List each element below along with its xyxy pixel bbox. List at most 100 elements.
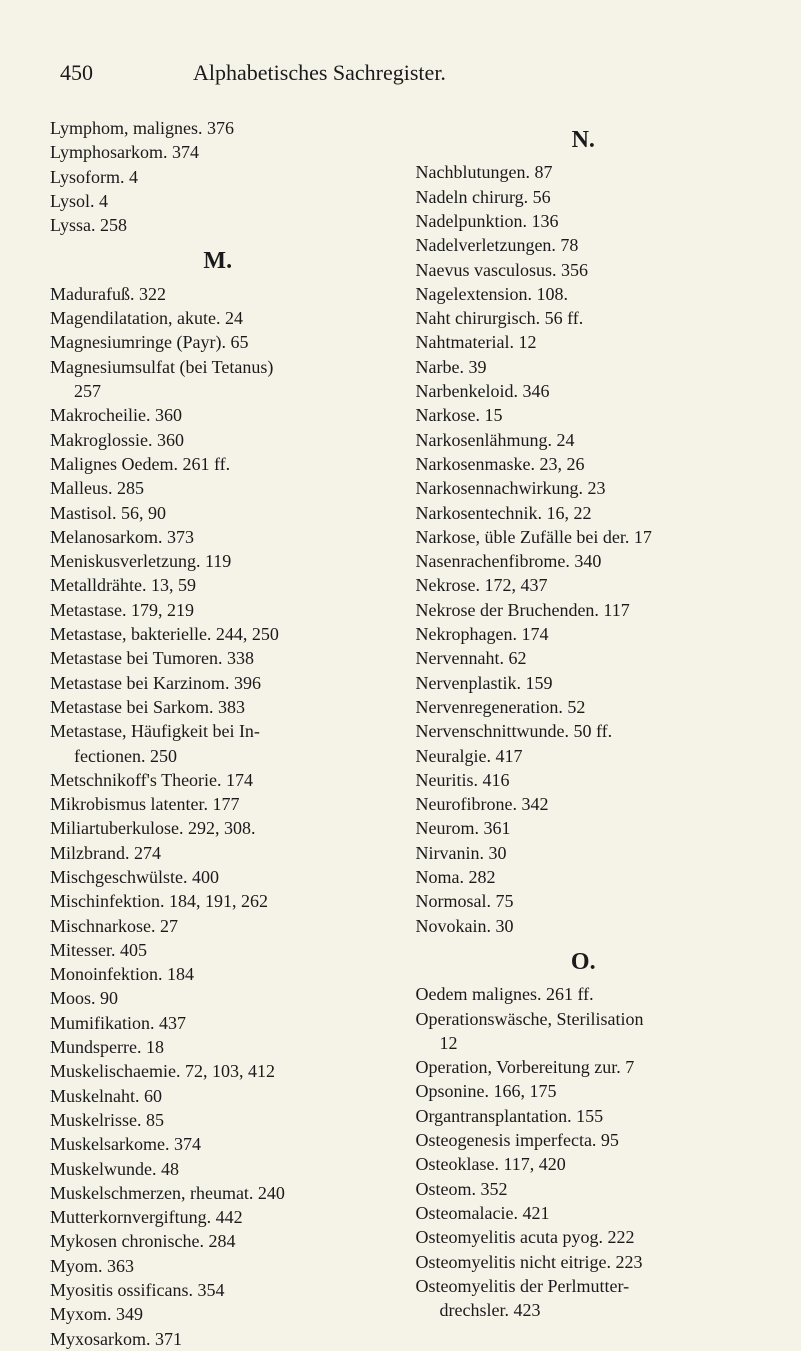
index-entry: Lysoform. 4 <box>50 165 386 189</box>
index-entry: Metastase bei Tumoren. 338 <box>50 646 386 670</box>
index-entry: Nadelverletzungen. 78 <box>416 233 752 257</box>
index-entry: Narbe. 39 <box>416 355 752 379</box>
index-entry: Neurom. 361 <box>416 816 752 840</box>
page-number: 450 <box>60 60 93 86</box>
index-entry: Mykosen chronische. 284 <box>50 1229 386 1253</box>
index-entry: Myom. 363 <box>50 1254 386 1278</box>
index-entry: Nervenregeneration. 52 <box>416 695 752 719</box>
index-entry: Myositis ossificans. 354 <box>50 1278 386 1302</box>
index-entry: Milzbrand. 274 <box>50 841 386 865</box>
index-entry: Lymphosarkom. 374 <box>50 140 386 164</box>
index-entry: Mitesser. 405 <box>50 938 386 962</box>
index-entry: Metschnikoff's Theorie. 174 <box>50 768 386 792</box>
index-entry: Mundsperre. 18 <box>50 1035 386 1059</box>
index-entry: drechsler. 423 <box>416 1298 752 1322</box>
index-entry: Nervenschnittwunde. 50 ff. <box>416 719 752 743</box>
index-entry: Osteomyelitis acuta pyog. 222 <box>416 1225 752 1249</box>
index-entry: Narkosennachwirkung. 23 <box>416 476 752 500</box>
index-entry: Narkose. 15 <box>416 403 752 427</box>
index-entry: Nahtmaterial. 12 <box>416 330 752 354</box>
page-header: 450 Alphabetisches Sachregister. <box>50 60 751 86</box>
right-column: N. Nachblutungen. 87Nadeln chirurg. 56Na… <box>416 116 752 1351</box>
index-entry: Nasenrachenfibrome. 340 <box>416 549 752 573</box>
index-entry: Makrocheilie. 360 <box>50 403 386 427</box>
index-entry: Metastase, Häufigkeit bei In- <box>50 719 386 743</box>
index-entry: Nadeln chirurg. 56 <box>416 185 752 209</box>
index-entry: Novokain. 30 <box>416 914 752 938</box>
index-entry: Muskelwunde. 48 <box>50 1157 386 1181</box>
index-entry: Melanosarkom. 373 <box>50 525 386 549</box>
index-entry: Muskelschmerzen, rheumat. 240 <box>50 1181 386 1205</box>
index-entry: Naevus vasculosus. 356 <box>416 258 752 282</box>
index-entry: Magnesiumsulfat (bei Tetanus) <box>50 355 386 379</box>
index-entry: Nervennaht. 62 <box>416 646 752 670</box>
index-entry: Narkosenlähmung. 24 <box>416 428 752 452</box>
index-entry: Osteogenesis imperfecta. 95 <box>416 1128 752 1152</box>
index-entry: Mischinfektion. 184, 191, 262 <box>50 889 386 913</box>
index-entry: Moos. 90 <box>50 986 386 1010</box>
index-entry: Mumifikation. 437 <box>50 1011 386 1035</box>
index-entry: Nirvanin. 30 <box>416 841 752 865</box>
index-columns: Lymphom, malignes. 376Lymphosarkom. 374L… <box>50 116 751 1351</box>
index-entry: Lymphom, malignes. 376 <box>50 116 386 140</box>
index-entry: Madurafuß. 322 <box>50 282 386 306</box>
index-entry: Muskelsarkome. 374 <box>50 1132 386 1156</box>
index-entry: Nagelextension. 108. <box>416 282 752 306</box>
index-entry: Narkosenmaske. 23, 26 <box>416 452 752 476</box>
index-entry: Osteomyelitis nicht eitrige. 223 <box>416 1250 752 1274</box>
index-entry: Mischgeschwülste. 400 <box>50 865 386 889</box>
index-entry: Operation, Vorbereitung zur. 7 <box>416 1055 752 1079</box>
index-entry: fectionen. 250 <box>50 744 386 768</box>
index-entry: Metastase, bakterielle. 244, 250 <box>50 622 386 646</box>
section-header-m: M. <box>50 245 386 277</box>
index-entry: Mischnarkose. 27 <box>50 914 386 938</box>
index-entry: Muskelnaht. 60 <box>50 1084 386 1108</box>
index-entry: Nekrose. 172, 437 <box>416 573 752 597</box>
index-entry: Narkosentechnik. 16, 22 <box>416 501 752 525</box>
index-entry: Mikrobismus latenter. 177 <box>50 792 386 816</box>
index-entry: Osteomyelitis der Perlmutter- <box>416 1274 752 1298</box>
index-entry: Makroglossie. 360 <box>50 428 386 452</box>
index-entry: Nachblutungen. 87 <box>416 160 752 184</box>
index-entry: Naht chirurgisch. 56 ff. <box>416 306 752 330</box>
index-entry: Operationswäsche, Sterilisation <box>416 1007 752 1031</box>
section-header-o: O. <box>416 946 752 978</box>
index-entry: Opsonine. 166, 175 <box>416 1079 752 1103</box>
index-entry: Metastase. 179, 219 <box>50 598 386 622</box>
index-entry: Nekrose der Bruchenden. 117 <box>416 598 752 622</box>
index-entry: Osteoklase. 117, 420 <box>416 1152 752 1176</box>
index-entry: Myxosarkom. 371 <box>50 1327 386 1351</box>
index-entry: Metastase bei Sarkom. 383 <box>50 695 386 719</box>
section-header-n: N. <box>416 124 752 156</box>
index-entry: Osteom. 352 <box>416 1177 752 1201</box>
index-entry: Neurofibrone. 342 <box>416 792 752 816</box>
index-entry: Muskelischaemie. 72, 103, 412 <box>50 1059 386 1083</box>
index-entry: Organtransplantation. 155 <box>416 1104 752 1128</box>
index-entry: Monoinfektion. 184 <box>50 962 386 986</box>
index-entry: Metalldrähte. 13, 59 <box>50 573 386 597</box>
index-entry: Meniskusverletzung. 119 <box>50 549 386 573</box>
index-entry: Nadelpunktion. 136 <box>416 209 752 233</box>
index-entry: Oedem malignes. 261 ff. <box>416 982 752 1006</box>
index-entry: Muskelrisse. 85 <box>50 1108 386 1132</box>
index-entry: Myxom. 349 <box>50 1302 386 1326</box>
index-entry: Mastisol. 56, 90 <box>50 501 386 525</box>
page-title: Alphabetisches Sachregister. <box>193 60 446 86</box>
index-entry: 12 <box>416 1031 752 1055</box>
index-entry: Narkose, üble Zufälle bei der. 17 <box>416 525 752 549</box>
index-entry: Magendilatation, akute. 24 <box>50 306 386 330</box>
index-entry: Noma. 282 <box>416 865 752 889</box>
index-entry: Osteomalacie. 421 <box>416 1201 752 1225</box>
left-column: Lymphom, malignes. 376Lymphosarkom. 374L… <box>50 116 386 1351</box>
index-entry: Miliartuberkulose. 292, 308. <box>50 816 386 840</box>
index-entry: Lysol. 4 <box>50 189 386 213</box>
index-entry: Neuralgie. 417 <box>416 744 752 768</box>
index-entry: Lyssa. 258 <box>50 213 386 237</box>
index-entry: Nekrophagen. 174 <box>416 622 752 646</box>
index-entry: Metastase bei Karzinom. 396 <box>50 671 386 695</box>
index-entry: 257 <box>50 379 386 403</box>
index-entry: Nervenplastik. 159 <box>416 671 752 695</box>
index-entry: Neuritis. 416 <box>416 768 752 792</box>
index-entry: Mutterkornvergiftung. 442 <box>50 1205 386 1229</box>
index-entry: Normosal. 75 <box>416 889 752 913</box>
